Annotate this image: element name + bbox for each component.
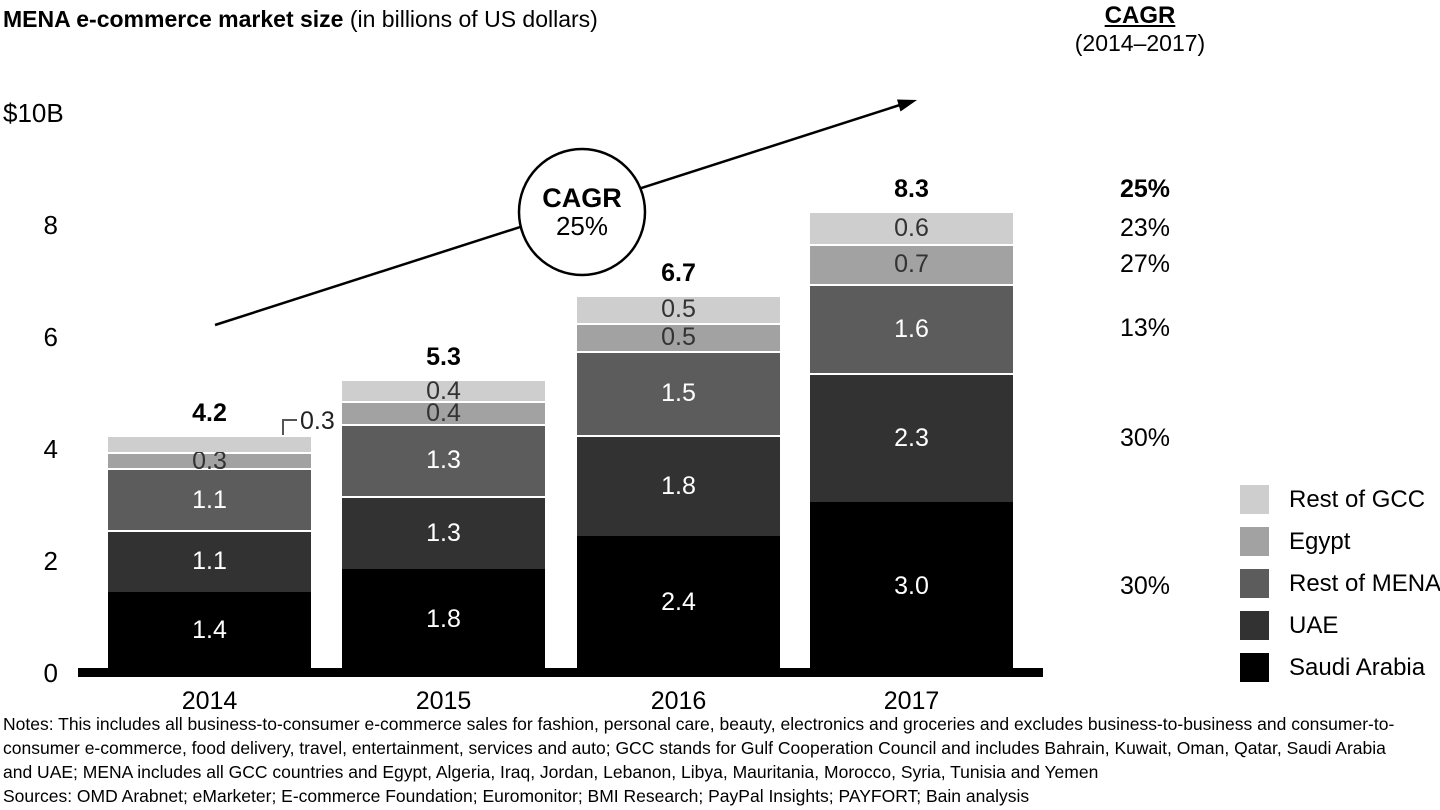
y-axis-tick-0: 0 <box>43 658 58 688</box>
legend-label-saudi-arabia: Saudi Arabia <box>1289 654 1426 681</box>
cagr-header-label: CAGR <box>1104 2 1176 29</box>
legend-label-rest-of-mena: Rest of MENA <box>1289 570 1440 597</box>
bar-total-2014: 4.2 <box>192 398 227 427</box>
callout-value: 0.3 <box>300 407 335 435</box>
segment-value-label: 0.4 <box>426 376 461 405</box>
segment-value-label: 1.3 <box>426 446 461 475</box>
bar-total-2017: 8.3 <box>894 174 929 203</box>
segment-value-label: 0.3 <box>192 446 227 475</box>
x-axis-label-2017: 2017 <box>883 687 940 715</box>
notes-text: Notes: This includes all business-to-con… <box>3 712 1394 784</box>
legend-swatch-egypt <box>1240 527 1269 556</box>
segment-value-label: 1.8 <box>661 471 696 500</box>
chart-title-main: MENA e-commerce market size <box>3 6 344 32</box>
rest-of-mena-segment-2014: 1.1 <box>108 468 311 530</box>
rest-of-mena-segment-2016: 1.5 <box>577 350 780 435</box>
legend-swatch-saudi-arabia <box>1240 653 1269 682</box>
y-axis-tick-2: 2 <box>43 546 58 576</box>
notes-block: Notes: This includes all business-to-con… <box>3 712 1394 808</box>
page-title: MENA e-commerce market size (in billions… <box>3 6 598 33</box>
y-axis-top-label: $10B <box>3 98 64 128</box>
legend-swatch-rest-of-mena <box>1240 569 1269 598</box>
bar-total-2016: 6.7 <box>661 258 696 287</box>
cagr-annotation-text: CAGR 25% <box>517 184 647 240</box>
segment-value-label: 1.6 <box>894 314 929 343</box>
segment-value-label: 1.5 <box>661 379 696 408</box>
uae-segment-2017: 2.3 <box>810 373 1013 502</box>
callout-line-horizontal <box>282 419 297 421</box>
legend-label-uae: UAE <box>1289 612 1339 639</box>
notes-line: Notes: This includes all business-to-con… <box>3 714 1395 734</box>
cagr-annotation-label: CAGR <box>542 183 622 213</box>
segment-value-label: 0.5 <box>661 295 696 324</box>
notes-line: consumer e-commerce, food delivery, trav… <box>3 738 1386 758</box>
chart-title-sub: (in billions of US dollars) <box>343 6 598 32</box>
cagr-total-value: 25% <box>1119 174 1171 203</box>
rest-of-mena-segment-2017: 1.6 <box>810 283 1013 374</box>
saudi-arabia-segment-2017: 3.0 <box>810 502 1013 670</box>
x-axis-label-2014: 2014 <box>181 687 238 715</box>
uae-segment-2016: 1.8 <box>577 434 780 536</box>
cagr-annotation-value: 25% <box>555 211 609 241</box>
segment-value-label: 3.0 <box>894 571 929 600</box>
segment-value-label: 2.3 <box>894 424 929 453</box>
x-axis-label-2015: 2015 <box>415 687 472 715</box>
x-axis-baseline <box>78 668 1043 677</box>
egypt-segment-2014: 0.3 <box>108 448 311 473</box>
uae-segment-2015: 1.3 <box>342 496 545 570</box>
cagr-value-rest-of-gcc: 23% <box>1119 213 1171 242</box>
y-axis-tick-4: 4 <box>43 434 58 464</box>
segment-value-label: 1.1 <box>192 547 227 576</box>
legend-swatch-uae <box>1240 611 1269 640</box>
saudi-arabia-segment-2015: 1.8 <box>342 569 545 670</box>
segment-value-label: 0.7 <box>894 250 929 279</box>
uae-segment-2014: 1.1 <box>108 530 311 592</box>
sources-text: Sources: OMD Arabnet; eMarketer; E-comme… <box>3 786 1030 806</box>
egypt-segment-2017: 0.7 <box>810 244 1013 284</box>
callout-line-vertical <box>282 419 284 439</box>
y-axis-tick-8: 8 <box>43 210 58 240</box>
cagr-value-uae: 30% <box>1119 423 1171 452</box>
rest-of-gcc-segment-2017: 0.6 <box>810 210 1013 245</box>
segment-value-label: 1.4 <box>192 616 227 645</box>
segment-value-label: 0.5 <box>661 323 696 352</box>
legend-swatch-rest-of-gcc <box>1240 485 1269 514</box>
rest-of-mena-segment-2015: 1.3 <box>342 423 545 497</box>
saudi-arabia-segment-2016: 2.4 <box>577 535 780 670</box>
rest-of-gcc-segment-2015: 0.4 <box>342 376 545 405</box>
cagr-value-egypt: 27% <box>1119 250 1171 278</box>
cagr-value-rest-of-mena: 13% <box>1119 314 1171 343</box>
saudi-arabia-segment-2014: 1.4 <box>108 591 311 670</box>
egypt-segment-2015: 0.4 <box>342 398 545 427</box>
cagr-column-header: CAGR (2014–2017) <box>1055 2 1225 57</box>
legend-label-egypt: Egypt <box>1289 528 1351 555</box>
segment-value-label: 0.4 <box>426 398 461 427</box>
cagr-value-saudi-arabia: 30% <box>1119 572 1171 600</box>
segment-value-label: 1.1 <box>192 485 227 514</box>
segment-value-label: 1.8 <box>426 605 461 634</box>
bar-total-2015: 5.3 <box>426 342 461 371</box>
egypt-segment-2016: 0.5 <box>577 322 780 352</box>
legend-label-rest-of-gcc: Rest of GCC <box>1289 486 1426 513</box>
cagr-header-range: (2014–2017) <box>1074 30 1206 56</box>
notes-line: and UAE; MENA includes all GCC countries… <box>3 762 1099 782</box>
segment-value-label: 1.3 <box>426 519 461 548</box>
rest-of-gcc-segment-2016: 0.5 <box>577 294 780 324</box>
trend-arrow-head-icon <box>897 99 917 112</box>
segment-value-label: 0.6 <box>894 214 929 243</box>
y-axis-tick-6: 6 <box>43 322 58 352</box>
segment-value-label: 2.4 <box>661 588 696 617</box>
x-axis-label-2016: 2016 <box>650 687 707 715</box>
rest-of-gcc-segment-2014 <box>108 434 311 452</box>
